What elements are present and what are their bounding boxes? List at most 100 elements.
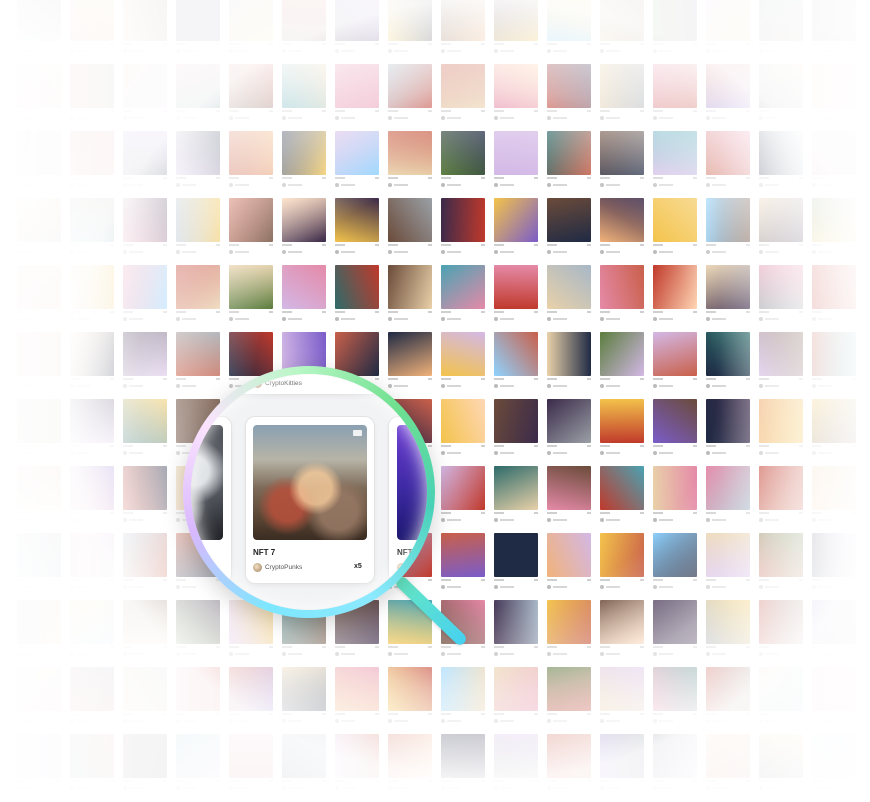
- grid-nft-card[interactable]: [653, 600, 697, 664]
- grid-nft-card[interactable]: [70, 734, 114, 798]
- grid-nft-card[interactable]: [653, 399, 697, 463]
- grid-nft-card[interactable]: [812, 265, 856, 329]
- grid-nft-card[interactable]: [653, 466, 697, 530]
- grid-nft-card[interactable]: [176, 667, 220, 731]
- grid-nft-card[interactable]: [547, 0, 591, 61]
- grid-nft-card[interactable]: [335, 198, 379, 262]
- grid-nft-card[interactable]: [600, 0, 644, 61]
- grid-nft-card[interactable]: [759, 533, 803, 597]
- grid-nft-card[interactable]: [600, 734, 644, 798]
- grid-nft-card[interactable]: [123, 64, 167, 128]
- grid-nft-card[interactable]: [494, 600, 538, 664]
- grid-nft-card[interactable]: [441, 265, 485, 329]
- grid-nft-card[interactable]: [70, 533, 114, 597]
- grid-nft-card[interactable]: [70, 466, 114, 530]
- grid-nft-card[interactable]: [123, 0, 167, 61]
- grid-nft-card[interactable]: [17, 466, 61, 530]
- grid-nft-card[interactable]: [706, 734, 750, 798]
- grid-nft-card[interactable]: [388, 667, 432, 731]
- grid-nft-card[interactable]: [70, 332, 114, 396]
- grid-nft-card[interactable]: [335, 734, 379, 798]
- grid-nft-card[interactable]: [70, 198, 114, 262]
- grid-nft-card[interactable]: [70, 667, 114, 731]
- grid-nft-card[interactable]: [229, 265, 273, 329]
- grid-nft-card[interactable]: [17, 131, 61, 195]
- grid-nft-card[interactable]: [17, 64, 61, 128]
- grid-nft-card[interactable]: [282, 198, 326, 262]
- grid-nft-card[interactable]: [388, 131, 432, 195]
- grid-nft-card[interactable]: [494, 0, 538, 61]
- grid-nft-card[interactable]: [706, 0, 750, 61]
- grid-nft-card[interactable]: [229, 198, 273, 262]
- grid-nft-card[interactable]: [123, 399, 167, 463]
- grid-nft-card[interactable]: [176, 734, 220, 798]
- grid-nft-card[interactable]: [600, 466, 644, 530]
- grid-nft-card[interactable]: [282, 734, 326, 798]
- grid-nft-card[interactable]: [812, 466, 856, 530]
- grid-nft-card[interactable]: [706, 399, 750, 463]
- grid-nft-card[interactable]: [812, 0, 856, 61]
- grid-nft-card[interactable]: [176, 64, 220, 128]
- grid-nft-card[interactable]: [282, 265, 326, 329]
- grid-nft-card[interactable]: [759, 64, 803, 128]
- grid-nft-card[interactable]: [494, 64, 538, 128]
- grid-nft-card[interactable]: [388, 64, 432, 128]
- grid-nft-card[interactable]: [229, 0, 273, 61]
- grid-nft-card[interactable]: [494, 131, 538, 195]
- grid-nft-card[interactable]: [547, 734, 591, 798]
- grid-nft-card[interactable]: [812, 600, 856, 664]
- grid-nft-card[interactable]: [812, 198, 856, 262]
- grid-nft-card[interactable]: [282, 667, 326, 731]
- grid-nft-card[interactable]: [441, 332, 485, 396]
- grid-nft-card[interactable]: [706, 265, 750, 329]
- grid-nft-card[interactable]: [494, 667, 538, 731]
- grid-nft-card[interactable]: [494, 533, 538, 597]
- grid-nft-card[interactable]: [706, 131, 750, 195]
- grid-nft-card[interactable]: [176, 265, 220, 329]
- grid-nft-card[interactable]: [176, 600, 220, 664]
- grid-nft-card[interactable]: [600, 265, 644, 329]
- grid-nft-card[interactable]: [70, 399, 114, 463]
- grid-nft-card[interactable]: [653, 131, 697, 195]
- grid-nft-card[interactable]: [600, 332, 644, 396]
- grid-nft-card[interactable]: [653, 0, 697, 61]
- grid-nft-card[interactable]: [123, 332, 167, 396]
- grid-nft-card[interactable]: [706, 600, 750, 664]
- grid-nft-card[interactable]: [759, 0, 803, 61]
- grid-nft-card[interactable]: [441, 734, 485, 798]
- grid-nft-card[interactable]: [335, 265, 379, 329]
- grid-nft-card[interactable]: [123, 533, 167, 597]
- grid-nft-card[interactable]: [812, 332, 856, 396]
- grid-nft-card[interactable]: [441, 131, 485, 195]
- grid-nft-card[interactable]: [176, 0, 220, 61]
- grid-nft-card[interactable]: [547, 399, 591, 463]
- grid-nft-card[interactable]: [706, 332, 750, 396]
- grid-nft-card[interactable]: [17, 533, 61, 597]
- grid-nft-card[interactable]: [547, 64, 591, 128]
- grid-nft-card[interactable]: [706, 667, 750, 731]
- grid-nft-card[interactable]: [388, 265, 432, 329]
- grid-nft-card[interactable]: [388, 332, 432, 396]
- grid-nft-card[interactable]: [441, 0, 485, 61]
- grid-nft-card[interactable]: [282, 0, 326, 61]
- grid-nft-card[interactable]: [812, 667, 856, 731]
- grid-nft-card[interactable]: [229, 667, 273, 731]
- grid-nft-card[interactable]: [600, 64, 644, 128]
- grid-nft-card[interactable]: [123, 734, 167, 798]
- grid-nft-card[interactable]: [229, 734, 273, 798]
- grid-nft-card[interactable]: [547, 466, 591, 530]
- nft-card-main[interactable]: NFT 7 CryptoPunks x5: [246, 417, 374, 583]
- grid-nft-card[interactable]: [388, 198, 432, 262]
- grid-nft-card[interactable]: [123, 466, 167, 530]
- grid-nft-card[interactable]: [759, 332, 803, 396]
- grid-nft-card[interactable]: [17, 600, 61, 664]
- grid-nft-card[interactable]: [812, 64, 856, 128]
- grid-nft-card[interactable]: [123, 131, 167, 195]
- grid-nft-card[interactable]: [600, 131, 644, 195]
- grid-nft-card[interactable]: [388, 0, 432, 61]
- grid-nft-card[interactable]: [17, 265, 61, 329]
- grid-nft-card[interactable]: [706, 533, 750, 597]
- grid-nft-card[interactable]: [176, 131, 220, 195]
- grid-nft-card[interactable]: [547, 533, 591, 597]
- grid-nft-card[interactable]: [812, 131, 856, 195]
